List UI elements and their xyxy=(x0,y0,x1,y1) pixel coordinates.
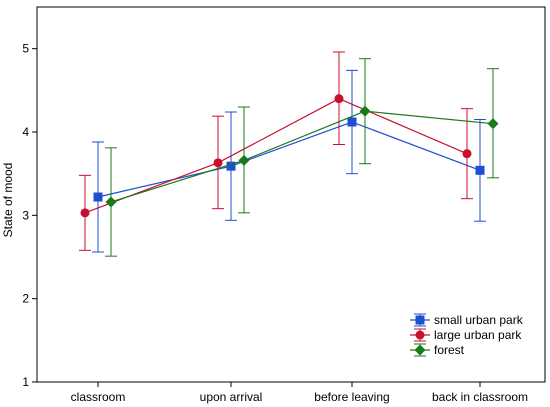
data-point-forest xyxy=(105,196,117,208)
legend-marker-large-urban-park xyxy=(415,330,425,340)
data-point-small-urban-park xyxy=(347,117,357,127)
data-point-large-urban-park xyxy=(462,149,472,159)
legend-label-large-urban-park: large urban park xyxy=(434,328,522,342)
series-line-forest xyxy=(110,110,494,203)
series-small-urban-park xyxy=(92,69,486,253)
y-tick-label: 4 xyxy=(22,125,29,139)
legend-marker-forest xyxy=(414,344,426,356)
legend-label-small-urban-park: small urban park xyxy=(434,313,524,327)
legend-label-forest: forest xyxy=(434,343,465,357)
x-axis: classroom upon arrival before leaving back … xyxy=(71,382,528,404)
series-layer xyxy=(79,51,499,257)
data-point-large-urban-park xyxy=(334,94,344,104)
series-line-large-urban-park xyxy=(84,98,468,214)
series-large-urban-park xyxy=(79,51,473,251)
y-tick-label: 1 xyxy=(22,375,29,389)
data-point-large-urban-park xyxy=(80,208,90,218)
x-tick-label-classroom: classroom xyxy=(71,390,126,404)
x-tick-label-upon-arrival: upon arrival xyxy=(200,390,263,404)
legend-item-large-urban-park: large urban park xyxy=(410,328,522,342)
data-point-forest xyxy=(487,118,499,130)
y-tick-label: 3 xyxy=(22,208,29,222)
legend-marker-small-urban-park xyxy=(415,315,425,325)
y-axis-label: State of mood xyxy=(1,163,15,238)
x-tick-label-before-leaving: before leaving xyxy=(314,390,389,404)
data-point-small-urban-park xyxy=(475,165,485,175)
legend-item-forest: forest xyxy=(410,343,465,357)
data-point-forest xyxy=(359,105,371,117)
series-line-small-urban-park xyxy=(97,121,481,198)
data-point-small-urban-park xyxy=(93,192,103,202)
x-tick-label-back-in-classroom: back in classroom xyxy=(432,390,528,404)
series-forest xyxy=(105,58,499,257)
legend-item-small-urban-park: small urban park xyxy=(410,313,524,327)
y-tick-label: 2 xyxy=(22,292,29,306)
y-axis: 1 2 3 4 5 xyxy=(22,42,37,389)
data-point-large-urban-park xyxy=(213,158,223,168)
plot-frame xyxy=(36,6,546,383)
data-point-small-urban-park xyxy=(226,161,236,171)
y-tick-label: 5 xyxy=(22,42,29,56)
data-point-forest xyxy=(238,154,250,166)
